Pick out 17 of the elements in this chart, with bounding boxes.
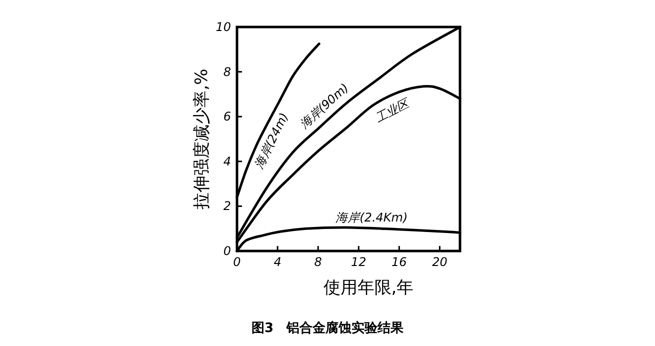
- x-tick-label: 20: [432, 255, 448, 269]
- x-tick-label: 16: [392, 255, 408, 269]
- y-tick-label: 2: [223, 199, 231, 214]
- text: 工业区: [372, 95, 414, 125]
- x-tick-label: 8: [314, 255, 322, 269]
- text: 图3 铝合金腐蚀实验结果: [251, 320, 405, 336]
- y-tick-label: 10: [216, 20, 232, 34]
- y-tick-label: 8: [223, 64, 232, 79]
- x-tick-label: 4: [274, 255, 282, 269]
- y-tick-label: 4: [223, 154, 231, 168]
- x-tick-label: 0: [233, 255, 242, 269]
- y-tick-label: 0: [223, 244, 232, 258]
- y-tick-label: 6: [223, 110, 232, 124]
- x-axis-title: 使用年限,年: [323, 278, 414, 298]
- y-axis-title: 拉伸强度减少率,%: [192, 68, 212, 210]
- x-tick-label: 12: [350, 255, 366, 269]
- series-label: 海岸(2.4Km): [336, 210, 408, 225]
